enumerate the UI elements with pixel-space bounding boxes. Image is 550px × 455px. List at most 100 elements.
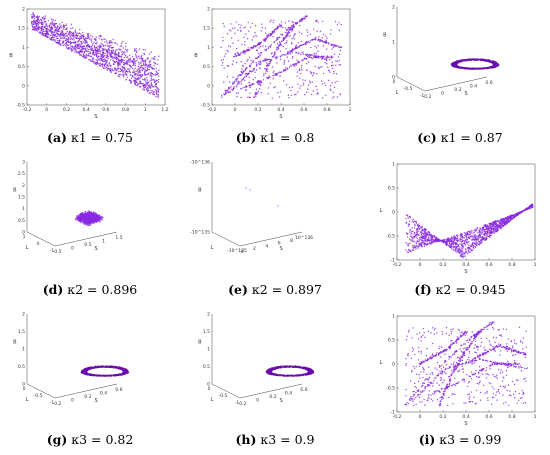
data-point (121, 70, 124, 72)
data-point (137, 58, 139, 60)
data-point (56, 30, 58, 32)
data-point (151, 72, 153, 75)
data-point (295, 46, 297, 49)
data-point (96, 52, 98, 54)
data-point (78, 39, 81, 41)
x-tick-label: -0.5 (53, 249, 62, 255)
data-point (106, 53, 108, 56)
data-point (257, 82, 260, 84)
data-point (58, 33, 60, 35)
z-tick-label: 2.5 (18, 171, 25, 177)
data-point (339, 46, 341, 48)
data-point (300, 53, 302, 56)
data-point (67, 36, 70, 39)
data-point (115, 60, 118, 62)
data-point (118, 73, 120, 76)
data-point (137, 68, 140, 71)
data-point (235, 92, 238, 94)
data-point (132, 75, 134, 77)
data-point (117, 62, 120, 65)
data-point (95, 62, 98, 64)
data-point (83, 214, 86, 217)
data-point (155, 67, 157, 70)
data-point (277, 47, 280, 50)
data-point (283, 59, 286, 62)
data-point (143, 53, 145, 56)
data-point (78, 220, 81, 222)
data-point (101, 64, 104, 66)
data-point (64, 44, 67, 47)
data-point (307, 31, 309, 33)
data-point (84, 211, 86, 213)
data-point (118, 56, 121, 58)
data-point (81, 47, 84, 49)
data-point (96, 220, 99, 222)
data-point (274, 56, 276, 58)
data-point (294, 22, 297, 25)
data-point (332, 97, 334, 99)
data-point (485, 67, 487, 69)
data-point (135, 47, 137, 50)
data-point (47, 26, 49, 28)
data-point (294, 93, 296, 96)
data-point (40, 31, 43, 33)
data-point (45, 30, 48, 32)
data-point (85, 220, 87, 222)
data-point (140, 76, 142, 78)
data-point (123, 75, 125, 78)
data-point (267, 63, 269, 66)
data-point (75, 34, 78, 37)
data-point (96, 41, 98, 43)
data-point (108, 45, 110, 47)
data-point (82, 48, 84, 50)
data-point (68, 34, 71, 36)
data-point (278, 71, 281, 73)
data-point (244, 89, 247, 91)
x-tick-label: -0.2 (23, 107, 32, 113)
data-point (31, 16, 33, 18)
data-point (125, 49, 128, 52)
data-point (127, 59, 130, 61)
data-point (144, 71, 146, 73)
data-point (147, 84, 149, 86)
data-point (81, 55, 83, 57)
data-point (323, 55, 325, 57)
data-point (51, 25, 53, 27)
data-point (144, 86, 147, 89)
data-point (52, 24, 55, 26)
caption-letter: (a) (47, 130, 67, 145)
data-point (59, 43, 62, 45)
data-point (43, 30, 45, 33)
data-point (222, 39, 224, 42)
data-point (273, 54, 275, 57)
data-point (287, 35, 289, 37)
data-point (281, 44, 283, 46)
data-point (35, 28, 37, 31)
data-point (267, 93, 269, 95)
data-point (269, 21, 271, 23)
x-axis-label: S (95, 246, 98, 252)
data-point (243, 36, 245, 38)
data-point (117, 67, 119, 69)
data-point (280, 26, 282, 28)
data-point (302, 53, 304, 55)
data-point (99, 215, 102, 217)
data-point (80, 35, 82, 38)
data-point (223, 55, 226, 57)
data-point (142, 78, 144, 81)
data-point (240, 96, 242, 99)
data-point (305, 91, 308, 94)
data-point (254, 71, 256, 73)
data-point (339, 64, 342, 66)
data-point (252, 78, 255, 81)
data-point (51, 30, 54, 33)
data-point (245, 33, 247, 35)
x-tick-label: 0.6 (102, 107, 109, 113)
data-point (285, 35, 287, 37)
data-point (141, 57, 143, 59)
data-point (288, 96, 290, 99)
data-point (279, 91, 282, 93)
data-point (325, 48, 328, 50)
data-point (273, 30, 275, 32)
data-point (278, 36, 281, 39)
